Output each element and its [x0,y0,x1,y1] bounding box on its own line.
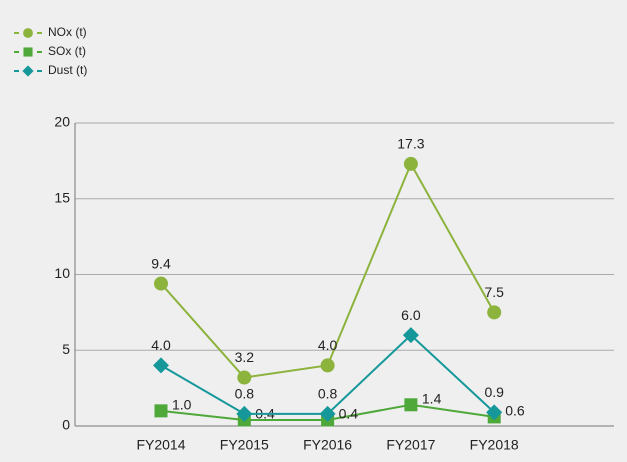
data-label: 0.4 [339,406,359,422]
marker [486,404,503,421]
data-label: 1.0 [172,397,192,413]
data-label: 9.4 [151,255,171,271]
data-label: 7.5 [484,284,504,300]
data-label: 3.2 [235,349,255,365]
data-label: 0.8 [318,386,338,402]
y-tick-label: 20 [54,114,70,130]
y-tick-label: 5 [62,341,70,357]
y-tick-label: 10 [54,265,70,281]
marker [236,405,253,422]
marker [487,305,502,320]
x-tick-label: FY2017 [386,437,435,453]
x-tick-label: FY2016 [303,437,352,453]
data-label: 1.4 [422,390,442,406]
marker [23,28,33,38]
x-tick-label: FY2018 [470,437,519,453]
y-tick-label: 0 [62,417,70,433]
x-tick-label: FY2015 [220,437,269,453]
legend-label: Dust (t) [48,63,87,77]
marker [403,156,418,171]
data-label: 0.6 [505,403,525,419]
marker [319,405,336,422]
data-label: 17.3 [397,136,424,152]
marker [237,370,252,385]
marker [402,327,419,344]
y-tick-label: 15 [54,189,70,205]
data-label: 6.0 [401,307,421,323]
legend: NOx (t) SOx (t) Dust (t) [14,25,87,77]
marker [320,358,335,373]
data-label: 4.0 [151,337,171,353]
marker [404,398,418,412]
marker [153,357,169,374]
legend-label: NOx (t) [48,25,87,39]
data-label: 4.0 [318,337,338,353]
data-label: 0.9 [484,384,504,400]
marker [23,47,33,57]
marker [154,404,168,418]
data-label: 0.8 [235,386,255,402]
x-tick-label: FY2014 [136,437,185,453]
legend-label: SOx (t) [48,44,86,58]
marker [154,276,168,291]
